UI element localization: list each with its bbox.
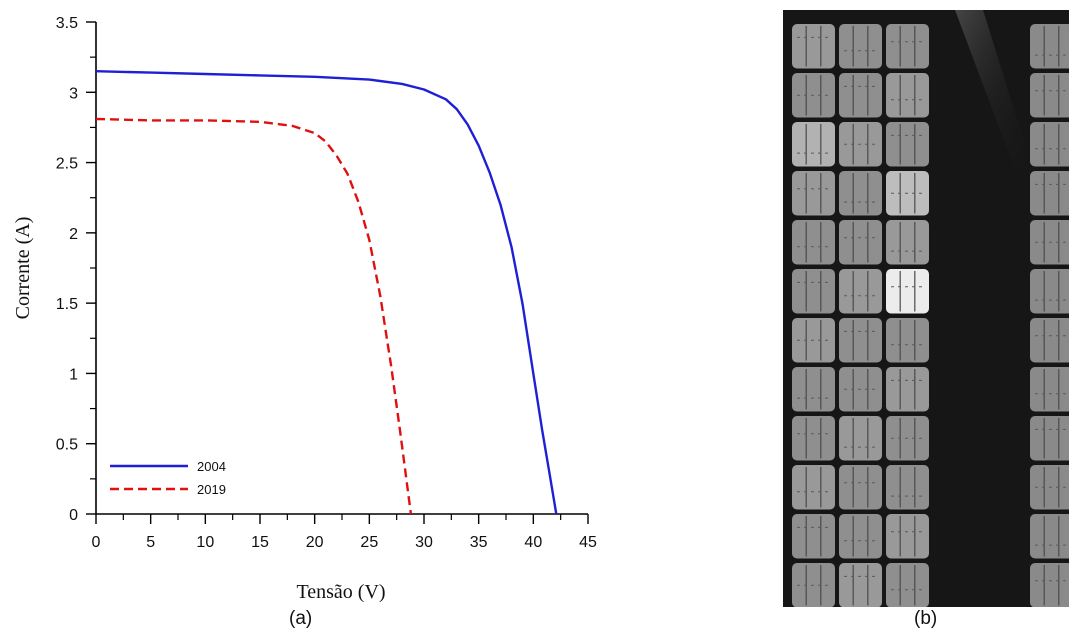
solar-cell bbox=[839, 220, 882, 265]
solar-cell bbox=[1030, 122, 1069, 167]
x-axis-label: Tensão (V) bbox=[296, 581, 385, 603]
y-tick-label: 3 bbox=[69, 85, 78, 102]
solar-cell bbox=[1030, 367, 1069, 412]
cell-grid bbox=[792, 24, 1069, 607]
series-2019 bbox=[95, 117, 413, 515]
y-tick-label: 0.5 bbox=[56, 437, 78, 454]
solar-cell bbox=[792, 171, 835, 216]
x-tick-label: 15 bbox=[251, 534, 269, 551]
y-tick-label: 0 bbox=[69, 507, 78, 524]
caption-b: (b) bbox=[914, 608, 938, 629]
solar-cell bbox=[792, 220, 835, 265]
solar-cell bbox=[792, 122, 835, 167]
solar-cell bbox=[886, 24, 929, 69]
solar-cell bbox=[839, 73, 882, 118]
solar-cell bbox=[1030, 563, 1069, 607]
solar-cell bbox=[886, 465, 929, 510]
solar-cell bbox=[886, 269, 929, 314]
solar-cell bbox=[792, 465, 835, 510]
solar-cell bbox=[792, 24, 835, 69]
x-tick-label: 45 bbox=[579, 534, 597, 551]
solar-cell bbox=[886, 220, 929, 265]
series-layer bbox=[95, 70, 558, 515]
solar-cell bbox=[1030, 416, 1069, 461]
chart-legend: 2004 2019 bbox=[110, 459, 226, 497]
solar-cell bbox=[839, 269, 882, 314]
solar-cell bbox=[1030, 24, 1069, 69]
solar-cell bbox=[1030, 318, 1069, 363]
legend-label-2004: 2004 bbox=[197, 459, 226, 474]
solar-cell bbox=[1030, 171, 1069, 216]
series-2004 bbox=[95, 70, 558, 515]
x-tick-label: 40 bbox=[524, 534, 542, 551]
y-axis-label: Corrente (A) bbox=[12, 217, 34, 320]
solar-cell bbox=[886, 563, 929, 607]
legend-label-2019: 2019 bbox=[197, 482, 226, 497]
solar-cell bbox=[1030, 514, 1069, 559]
solar-cell bbox=[839, 24, 882, 69]
solar-cell bbox=[886, 514, 929, 559]
chart-axes: 0 5 10 15 20 25 30 35 40 45 0 0.5 1 1.5 2 2.5 3 3.5 bbox=[56, 15, 597, 551]
solar-cell bbox=[839, 318, 882, 363]
solar-cell bbox=[792, 416, 835, 461]
solar-cell bbox=[1030, 73, 1069, 118]
y-tick-label: 2.5 bbox=[56, 156, 78, 173]
solar-cell bbox=[886, 318, 929, 363]
x-tick-label: 10 bbox=[196, 534, 214, 551]
x-tick-label: 0 bbox=[92, 534, 101, 551]
y-tick-label: 3.5 bbox=[56, 15, 78, 32]
solar-cell bbox=[839, 416, 882, 461]
solar-cell bbox=[839, 563, 882, 607]
solar-cell bbox=[839, 514, 882, 559]
solar-cell bbox=[839, 465, 882, 510]
x-tick-label: 20 bbox=[306, 534, 324, 551]
electroluminescence-image bbox=[783, 10, 1069, 607]
solar-cell bbox=[839, 171, 882, 216]
x-tick-label: 25 bbox=[360, 534, 378, 551]
solar-cell bbox=[886, 122, 929, 167]
solar-cell bbox=[886, 367, 929, 412]
solar-cell bbox=[792, 514, 835, 559]
x-tick-label: 30 bbox=[415, 534, 433, 551]
y-tick-label: 1.5 bbox=[56, 296, 78, 313]
solar-cell bbox=[792, 367, 835, 412]
solar-cell bbox=[792, 269, 835, 314]
y-tick-label: 2 bbox=[69, 226, 78, 243]
solar-cell bbox=[886, 73, 929, 118]
x-tick-label: 5 bbox=[146, 534, 155, 551]
caption-a: (a) bbox=[289, 608, 313, 629]
y-tick-label: 1 bbox=[69, 366, 78, 383]
solar-cell bbox=[1030, 269, 1069, 314]
x-tick-label: 35 bbox=[470, 534, 488, 551]
